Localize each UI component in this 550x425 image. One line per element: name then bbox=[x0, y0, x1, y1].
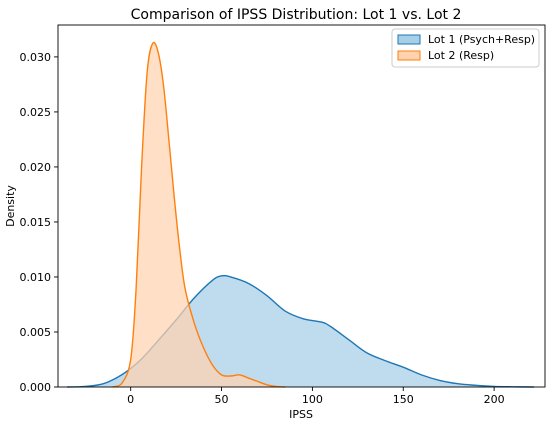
y-tick-label: 0.025 bbox=[20, 106, 52, 119]
x-tick-label: 0 bbox=[127, 393, 134, 406]
y-tick-label: 0.015 bbox=[20, 216, 52, 229]
x-tick-label: 100 bbox=[302, 393, 323, 406]
density-line-2 bbox=[112, 41, 286, 388]
axes: 0 50 100 150 200 0.000 0.005 0.010 0.015 0.020 0.0… bbox=[20, 24, 546, 406]
y-tick-label: 0.030 bbox=[20, 51, 52, 64]
legend-swatch-lot-2 bbox=[397, 50, 421, 61]
legend-label-lot-1: Lot 1 (Psych+Resp) bbox=[428, 33, 535, 46]
y-axis-label: Density bbox=[4, 185, 17, 227]
legend: Lot 1 (Psych+Resp) Lot 2 (Resp) bbox=[391, 28, 540, 68]
x-tick-label: 200 bbox=[484, 393, 505, 406]
plot-area bbox=[67, 41, 535, 388]
density-area-2 bbox=[112, 42, 286, 387]
y-tick-label: 0.005 bbox=[20, 326, 52, 339]
legend-label-lot-2: Lot 2 (Resp) bbox=[428, 49, 494, 62]
legend-swatch-lot-1 bbox=[397, 34, 421, 45]
legend-box bbox=[391, 28, 540, 68]
x-tick-label: 50 bbox=[215, 393, 229, 406]
y-tick-label: 0.010 bbox=[20, 271, 52, 284]
axes-frame bbox=[57, 24, 546, 388]
x-tick-label: 150 bbox=[393, 393, 414, 406]
y-tick-label: 0.000 bbox=[20, 381, 52, 394]
y-tick-label: 0.020 bbox=[20, 161, 52, 174]
x-axis-label: IPSS bbox=[289, 408, 313, 421]
chart-title: Comparison of IPSS Distribution: Lot 1 v… bbox=[131, 7, 462, 23]
